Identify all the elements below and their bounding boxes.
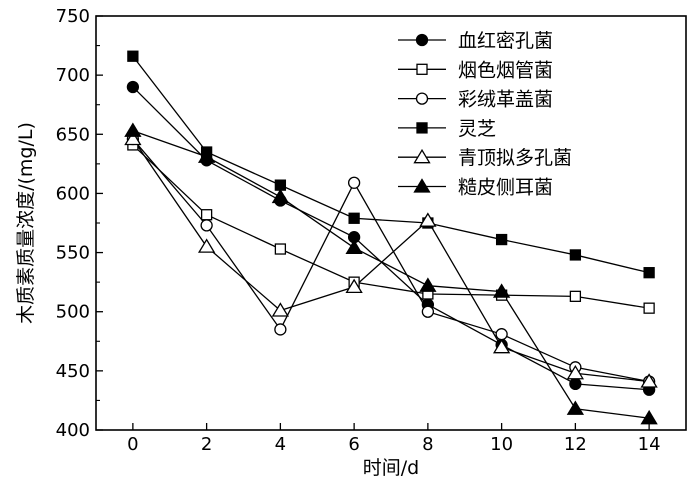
data-point (124, 122, 142, 137)
y-tick-label: 550 (56, 243, 90, 264)
legend-marker (413, 178, 431, 193)
data-point (643, 302, 655, 314)
x-tick-label: 4 (275, 434, 286, 455)
data-point (569, 290, 582, 302)
y-tick-label: 500 (56, 302, 90, 323)
x-tick-label: 10 (490, 434, 513, 455)
data-point (200, 219, 213, 232)
x-tick-label: 14 (638, 434, 661, 455)
legend-label: 烟色烟管菌 (458, 59, 553, 81)
data-point (126, 80, 140, 94)
y-tick-label: 400 (56, 420, 90, 441)
data-point (419, 277, 437, 292)
data-point (643, 267, 655, 279)
data-point (274, 323, 287, 336)
series-markers (124, 50, 658, 425)
legend-label: 青顶拟多孔菌 (458, 147, 572, 169)
data-point (127, 50, 139, 62)
series-line (132, 144, 650, 309)
legend-label: 彩绒革盖菌 (458, 89, 553, 111)
data-point (495, 328, 508, 341)
y-tick-label: 700 (56, 65, 90, 86)
series-line (132, 55, 650, 274)
x-tick-label: 12 (564, 434, 587, 455)
data-point (640, 373, 658, 388)
series-line (132, 130, 650, 419)
y-axis-title: 木质素质量浓度/(mg/L) (15, 122, 37, 324)
data-point (566, 364, 585, 380)
data-point (640, 409, 658, 425)
legend-marker (413, 148, 431, 164)
data-point (271, 188, 290, 204)
legend-marker (416, 122, 428, 134)
data-point (345, 278, 363, 294)
x-axis-ticks: 0 2 4 6 8 10 12 14 (127, 423, 661, 455)
y-tick-label: 450 (56, 361, 90, 382)
data-point (419, 212, 437, 227)
series-lines (132, 55, 650, 419)
series-line (132, 86, 650, 391)
x-tick-label: 0 (127, 434, 138, 455)
data-point (569, 249, 582, 261)
data-point (271, 302, 290, 317)
y-tick-label: 650 (56, 124, 90, 145)
legend-marker (415, 92, 429, 105)
series-line (132, 138, 650, 383)
data-point (347, 176, 361, 189)
data-point (124, 130, 142, 146)
x-axis-title: 时间/d (363, 457, 419, 479)
data-point (348, 212, 360, 224)
series-line (132, 138, 650, 383)
data-point (495, 233, 508, 246)
data-point (197, 148, 216, 163)
data-point (274, 243, 287, 255)
data-point (492, 338, 511, 354)
x-tick-label: 6 (348, 434, 359, 455)
plot-frame (95, 15, 687, 431)
data-point (274, 179, 287, 191)
data-point (200, 209, 213, 221)
y-axis-ticks: 400 450 500 550 600 650 700 750 (56, 6, 103, 441)
data-point (197, 238, 216, 253)
y-tick-label: 600 (56, 183, 90, 204)
data-point (569, 377, 582, 391)
legend-label: 糙皮侧耳菌 (458, 177, 553, 199)
legend-marker (416, 63, 428, 75)
data-point (345, 239, 363, 254)
legend-label: 血红密孔菌 (458, 30, 553, 52)
x-tick-label: 2 (201, 434, 212, 455)
data-point (421, 305, 435, 318)
legend-marker (415, 33, 429, 47)
data-point (566, 400, 585, 415)
y-tick-label: 750 (56, 6, 90, 27)
x-tick-label: 8 (422, 434, 433, 455)
data-point (492, 283, 511, 298)
legend-label: 灵芝 (458, 118, 496, 140)
